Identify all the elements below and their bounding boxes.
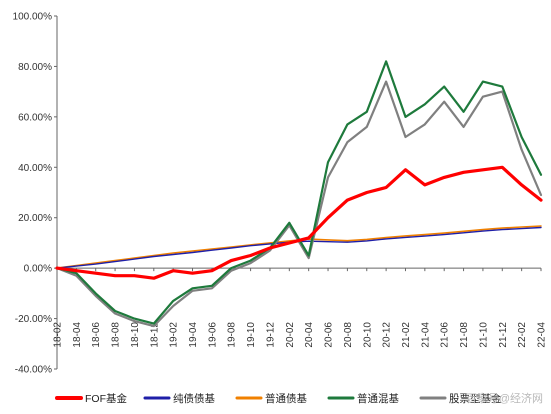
series-line-4 bbox=[55, 80, 543, 328]
x-tick-label: 20-06 bbox=[324, 322, 335, 348]
x-tick-label: 19-06 bbox=[207, 322, 218, 348]
watermark-text: 百家号@经济网 bbox=[466, 391, 543, 405]
series-line-1 bbox=[56, 226, 542, 269]
x-tick-label: 22-02 bbox=[517, 322, 528, 348]
y-tick-label: 0.00% bbox=[24, 264, 52, 275]
x-tick-label: 21-12 bbox=[498, 322, 509, 348]
y-tick-label: 40.00% bbox=[18, 163, 52, 174]
x-tick-label: 21-06 bbox=[440, 322, 451, 348]
x-tick-label: 20-10 bbox=[362, 322, 373, 348]
x-tick-label: 19-08 bbox=[227, 322, 238, 348]
series-line-0 bbox=[55, 165, 543, 280]
x-tick-label: 21-08 bbox=[459, 322, 470, 348]
x-tick-label: 21-02 bbox=[401, 322, 412, 348]
legend-label-1: 纯债债基 bbox=[173, 392, 215, 405]
x-tick-label: 20-04 bbox=[304, 322, 315, 348]
x-tick-label: 22-04 bbox=[537, 322, 548, 348]
legend-label-4: 股票型基金 bbox=[449, 392, 502, 405]
y-tick-label: -20.00% bbox=[15, 314, 52, 325]
x-tick-label: 19-12 bbox=[265, 322, 276, 348]
axes bbox=[56, 16, 541, 369]
legend: FOF基金 纯债债基 普通债基 普通混基 股票型基金 bbox=[55, 392, 502, 405]
x-tick-label: 21-10 bbox=[478, 322, 489, 348]
x-tick-label: 19-02 bbox=[169, 322, 180, 348]
x-tick-label: 19-04 bbox=[188, 322, 199, 348]
x-axis-ticks: 18-02 18-04 18-06 18-08 18-10 18-12 19-02 19-04… bbox=[53, 268, 548, 348]
series-line-3 bbox=[55, 60, 543, 325]
series-lines bbox=[55, 60, 543, 328]
x-tick-label: 18-02 bbox=[53, 322, 64, 348]
legend-label-3: 普通混基 bbox=[357, 392, 399, 405]
x-tick-label: 18-06 bbox=[91, 322, 102, 348]
x-tick-label: 18-08 bbox=[111, 322, 122, 348]
x-tick-label: 18-10 bbox=[130, 322, 141, 348]
x-tick-label: 19-10 bbox=[246, 322, 257, 348]
x-tick-label: 21-04 bbox=[420, 322, 431, 348]
y-axis-ticks: -40.00% -20.00% 0.00% 20.00% 40.00% 60.00% 80.… bbox=[13, 12, 57, 376]
x-tick-label: 20-08 bbox=[343, 322, 354, 348]
y-tick-label: 60.00% bbox=[18, 112, 52, 123]
legend-label-2: 普通债基 bbox=[265, 392, 307, 405]
legend-label-0: FOF基金 bbox=[85, 392, 127, 405]
y-tick-label: 100.00% bbox=[13, 12, 53, 23]
x-tick-label: 18-12 bbox=[149, 322, 160, 348]
x-tick-label: 18-04 bbox=[72, 322, 83, 348]
y-tick-label: 20.00% bbox=[18, 213, 52, 224]
y-tick-label: -40.00% bbox=[15, 365, 52, 376]
x-tick-label: 20-02 bbox=[285, 322, 296, 348]
y-tick-label: 80.00% bbox=[18, 62, 52, 73]
x-tick-label: 20-12 bbox=[382, 322, 393, 348]
